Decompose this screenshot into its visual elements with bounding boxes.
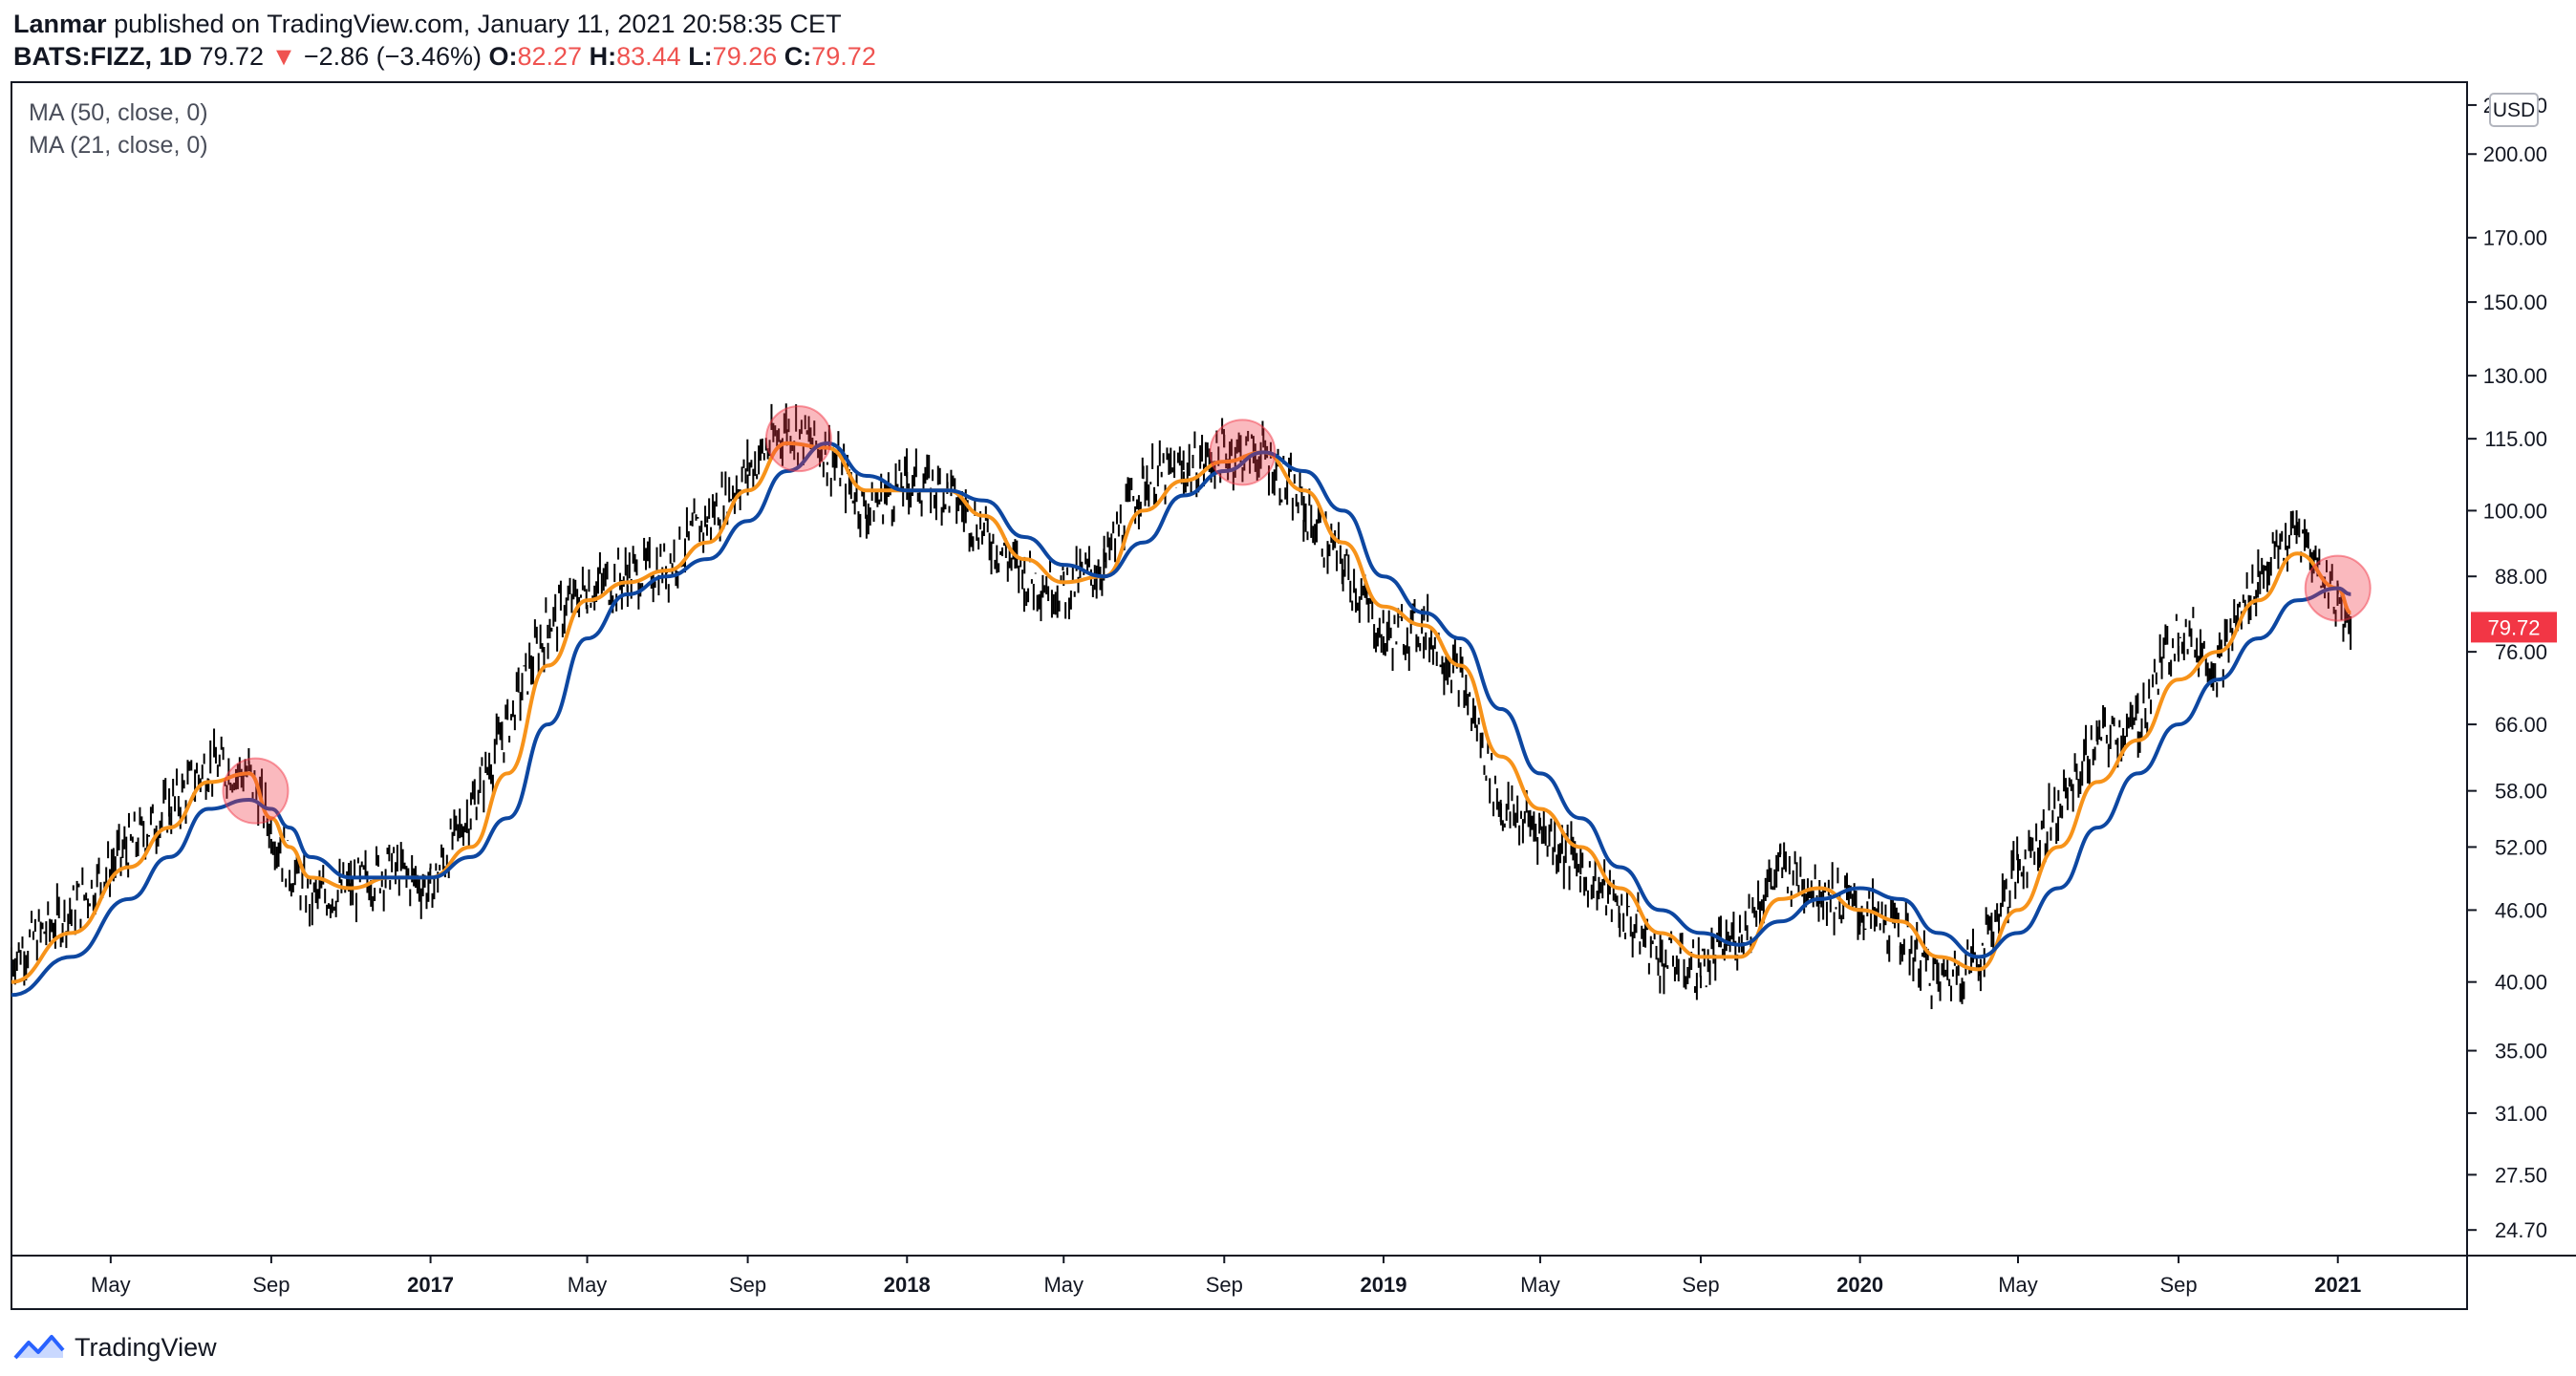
ohlc-line: BATS:FIZZ, 1D 79.72 ▼ −2.86 (−3.46%) O:8… — [13, 40, 876, 73]
time-tick-label: 2019 — [1360, 1273, 1406, 1297]
ma-50-line — [11, 441, 2351, 998]
time-tick-label: May — [568, 1273, 608, 1297]
price-tick-label: 46.00 — [2495, 898, 2547, 922]
high-value: 83.44 — [616, 42, 681, 71]
series-lines — [11, 441, 2352, 998]
tradingview-logo-icon — [13, 1335, 65, 1360]
publish-line: Lanmar published on TradingView.com, Jan… — [13, 8, 842, 40]
time-tick-label: 2017 — [407, 1273, 454, 1297]
author-name: Lanmar — [13, 10, 107, 38]
published-text: published on TradingView.com, January 11… — [114, 10, 842, 38]
time-tick-label: May — [1043, 1273, 1084, 1297]
price-axis[interactable]: 220.00200.00170.00150.00130.00115.00100.… — [2467, 94, 2547, 1242]
price-tick-label: 88.00 — [2495, 565, 2547, 589]
price-tick-label: 150.00 — [2483, 290, 2547, 314]
last-price-label: 79.72 — [2487, 615, 2540, 639]
price-tick-label: 58.00 — [2495, 780, 2547, 804]
price-tick-label: 130.00 — [2483, 364, 2547, 388]
high-label: H: — [589, 42, 617, 71]
time-tick-label: 2021 — [2314, 1273, 2361, 1297]
cross-markers — [222, 405, 2372, 825]
price-tick-label: 24.70 — [2495, 1218, 2547, 1242]
time-tick-label: Sep — [729, 1273, 766, 1297]
close-value: 79.72 — [811, 42, 876, 71]
price-tick-label: 27.50 — [2495, 1163, 2547, 1187]
time-tick-label: Sep — [2159, 1273, 2197, 1297]
time-tick-label: May — [1520, 1273, 1560, 1297]
open-label: O: — [488, 42, 518, 71]
close-label: C: — [784, 42, 812, 71]
price-chart[interactable]: 220.00200.00170.00150.00130.00115.00100.… — [0, 0, 2576, 1319]
price-tick-label: 52.00 — [2495, 835, 2547, 859]
time-tick-label: Sep — [252, 1273, 290, 1297]
time-tick-label: May — [91, 1273, 131, 1297]
price-tick-label: 115.00 — [2484, 427, 2547, 451]
price-tick-label: 35.00 — [2495, 1040, 2547, 1064]
price-tick-label: 200.00 — [2483, 142, 2547, 166]
low-value: 79.26 — [712, 42, 778, 71]
currency-badge[interactable]: USD — [2489, 93, 2539, 127]
price-tick-label: 66.00 — [2495, 713, 2547, 737]
currency-label: USD — [2493, 99, 2535, 121]
last-price: 79.72 — [199, 42, 265, 71]
time-tick-label: May — [1998, 1273, 2038, 1297]
time-tick-label: Sep — [1682, 1273, 1719, 1297]
footer-branding[interactable]: TradingView — [13, 1328, 217, 1366]
time-tick-label: Sep — [1206, 1273, 1243, 1297]
cross-marker — [2304, 554, 2372, 622]
last-price-tag: 79.72 — [2471, 612, 2557, 643]
brand-name: TradingView — [75, 1332, 217, 1362]
time-tick-label: 2018 — [884, 1273, 931, 1297]
price-tick-label: 40.00 — [2495, 971, 2547, 995]
time-axis[interactable]: May Sep 2017 May Sep 2018 May Sep 2019 May Sep 2020… — [91, 1256, 2361, 1297]
plot-frame — [11, 81, 2468, 1310]
cross-marker — [764, 405, 832, 473]
price-tick-label: 76.00 — [2495, 640, 2547, 664]
price-tick-label: 100.00 — [2483, 499, 2547, 523]
low-label: L: — [688, 42, 713, 71]
time-tick-label: 2020 — [1836, 1273, 1883, 1297]
cross-marker — [1209, 419, 1277, 486]
change-value: −2.86 (−3.46%) — [303, 42, 482, 71]
legend-ma-50[interactable]: MA (50, close, 0) — [29, 99, 208, 126]
cross-marker — [222, 757, 290, 825]
price-tick-label: 170.00 — [2483, 226, 2547, 250]
symbol-label: BATS:FIZZ, 1D — [13, 42, 192, 71]
open-value: 82.27 — [517, 42, 583, 71]
ma-21-line — [11, 441, 2352, 984]
price-tick-label: 31.00 — [2495, 1102, 2547, 1126]
legend-ma-21[interactable]: MA (21, close, 0) — [29, 132, 208, 159]
change-arrow-icon: ▼ — [270, 42, 297, 71]
